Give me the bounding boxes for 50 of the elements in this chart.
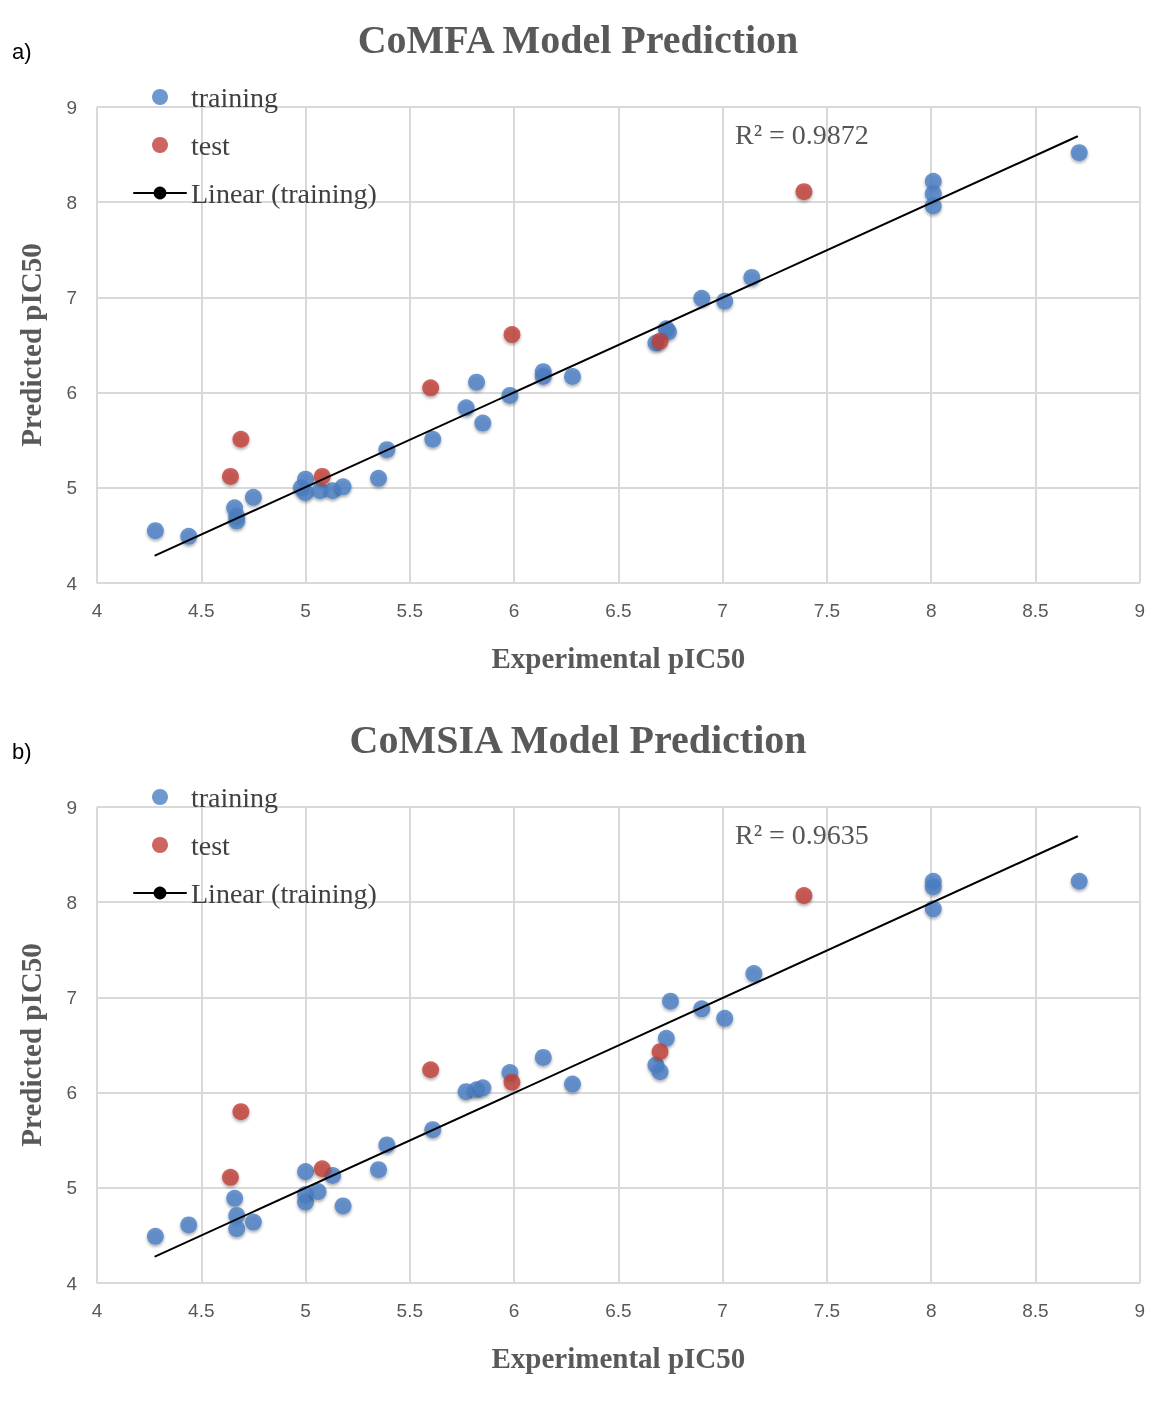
x-tick-label: 8 xyxy=(925,1300,937,1321)
x-tick-label: 6.5 xyxy=(605,600,632,621)
chart-title: CoMFA Model Prediction xyxy=(357,16,799,62)
legend-label: Linear (training) xyxy=(191,177,377,209)
y-tick-label: 5 xyxy=(66,1177,77,1199)
x-tick-label: 5 xyxy=(300,1300,311,1321)
x-tick-label: 4.5 xyxy=(188,1300,215,1321)
y-axis-title: Predicted pIC50 xyxy=(14,943,47,1147)
x-tick-label: 8.5 xyxy=(1022,1300,1049,1321)
y-tick-label: 5 xyxy=(66,477,77,499)
x-tick-label: 6.5 xyxy=(605,1300,632,1321)
x-tick-label: 7 xyxy=(717,600,728,621)
y-tick-label: 9 xyxy=(66,96,77,118)
x-tick-label: 7.5 xyxy=(813,600,841,621)
annotation: R² = 0.9635 xyxy=(735,818,869,850)
y-tick-label: 8 xyxy=(66,191,77,213)
x-tick-label: 9 xyxy=(1134,600,1146,621)
x-axis-title: Experimental pIC50 xyxy=(491,641,746,674)
legend-label: training xyxy=(191,81,279,113)
x-tick-label: 8.5 xyxy=(1022,600,1049,621)
x-axis-title: Experimental pIC50 xyxy=(491,1341,746,1374)
x-tick-label: 7 xyxy=(717,1300,728,1321)
x-tick-label: 5.5 xyxy=(396,1300,424,1321)
text: b) xyxy=(12,738,32,764)
chart-title: CoMSIA Model Prediction xyxy=(349,716,807,762)
legend-label: test xyxy=(191,829,231,861)
x-tick-label: 4 xyxy=(91,1300,103,1321)
x-tick-label: 6 xyxy=(508,1300,520,1321)
legend-label: training xyxy=(191,781,279,813)
y-tick-label: 4 xyxy=(66,572,78,594)
y-tick-label: 7 xyxy=(66,986,77,1008)
x-tick-label: 5.5 xyxy=(396,600,424,621)
y-axis-title: Predicted pIC50 xyxy=(14,243,47,447)
legend-label: test xyxy=(191,129,231,161)
x-tick-label: 8 xyxy=(925,600,937,621)
annotation: R² = 0.9872 xyxy=(735,118,869,150)
y-tick-label: 6 xyxy=(66,382,77,404)
x-tick-label: 4 xyxy=(91,600,103,621)
legend-label: Linear (training) xyxy=(191,877,377,909)
x-tick-label: 4.5 xyxy=(188,600,215,621)
y-tick-label: 9 xyxy=(66,796,77,818)
y-tick-label: 7 xyxy=(66,286,77,308)
x-tick-label: 6 xyxy=(508,600,520,621)
x-tick-label: 9 xyxy=(1134,1300,1146,1321)
y-tick-label: 6 xyxy=(66,1082,77,1104)
y-tick-label: 8 xyxy=(66,891,77,913)
x-tick-label: 5 xyxy=(300,600,311,621)
y-tick-label: 4 xyxy=(66,1272,78,1294)
text: a) xyxy=(12,38,32,64)
x-tick-label: 7.5 xyxy=(813,1300,841,1321)
